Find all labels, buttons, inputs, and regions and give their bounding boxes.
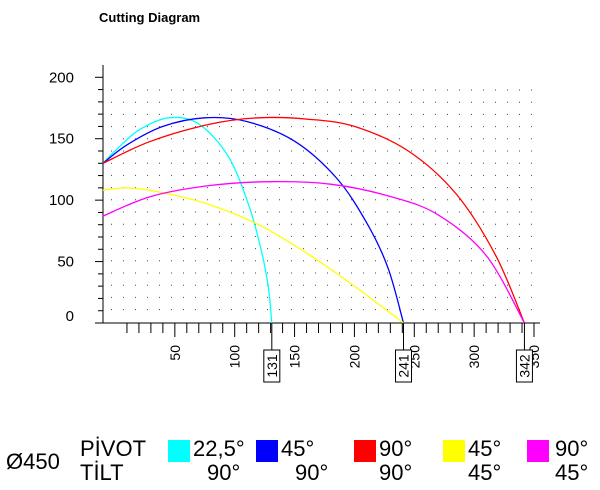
marker-label: 241 xyxy=(396,354,412,378)
marker-box xyxy=(395,349,413,383)
marker-box xyxy=(263,349,281,383)
grid-dots xyxy=(111,89,532,311)
legend-pivot-value: 45° xyxy=(281,436,315,461)
legend-swatch xyxy=(354,440,376,462)
y-ticks: 0 50 100 150 200 xyxy=(49,69,103,325)
series-line-3 xyxy=(102,187,404,324)
legend-tilt-value: 90° xyxy=(207,460,241,485)
x-tick-label: 50 xyxy=(167,345,183,361)
x-tick-label: 150 xyxy=(287,345,303,369)
legend-swatch xyxy=(527,440,549,462)
marker-label: 131 xyxy=(264,354,280,378)
y-tick-label: 150 xyxy=(49,131,74,148)
legend-tilt-value: 90° xyxy=(379,460,413,485)
series-lines xyxy=(102,116,525,324)
legend-pivot-value: 90° xyxy=(555,436,589,461)
x-ticks: 50 100 150 200 250 300 350 xyxy=(126,323,542,369)
legend-swatch xyxy=(443,440,465,462)
series-line-2 xyxy=(102,116,525,324)
legend-pivot-value: 45° xyxy=(468,436,502,461)
series-line-1 xyxy=(102,116,405,324)
y-tick-label: 0 xyxy=(66,308,74,325)
legend-pivot-label: PİVOT xyxy=(80,436,147,461)
end-markers: 131 241 342 xyxy=(263,323,533,383)
x-tick-label: 200 xyxy=(346,345,362,369)
series-line-4 xyxy=(102,180,525,324)
legend-swatch xyxy=(256,440,278,462)
x-tick-label: 300 xyxy=(466,345,482,369)
x-tick-label: 100 xyxy=(227,345,243,369)
marker-label: 342 xyxy=(516,354,532,378)
legend-pivot-value: 22,5° xyxy=(193,436,245,461)
chart-title: Cutting Diagram xyxy=(99,10,201,25)
legend-tilt-value: 45° xyxy=(468,460,502,485)
legend-tilt-value: 90° xyxy=(295,460,329,485)
marker-box xyxy=(515,349,533,383)
legend-row-labels: PİVOT TİLT xyxy=(80,437,146,485)
axes xyxy=(102,65,540,324)
series-line-0 xyxy=(102,116,273,324)
legend-tilt-value: 45° xyxy=(555,460,589,485)
y-tick-label: 200 xyxy=(49,69,74,86)
legend-tilt-label: TİLT xyxy=(80,460,124,485)
legend-pivot-value: 90° xyxy=(379,436,413,461)
y-tick-label: 50 xyxy=(57,254,74,271)
grid-dot-pattern xyxy=(111,89,532,311)
y-tick-label: 100 xyxy=(49,192,74,209)
legend-diameter: Ø450 xyxy=(6,449,60,474)
legend-swatch xyxy=(168,440,190,462)
